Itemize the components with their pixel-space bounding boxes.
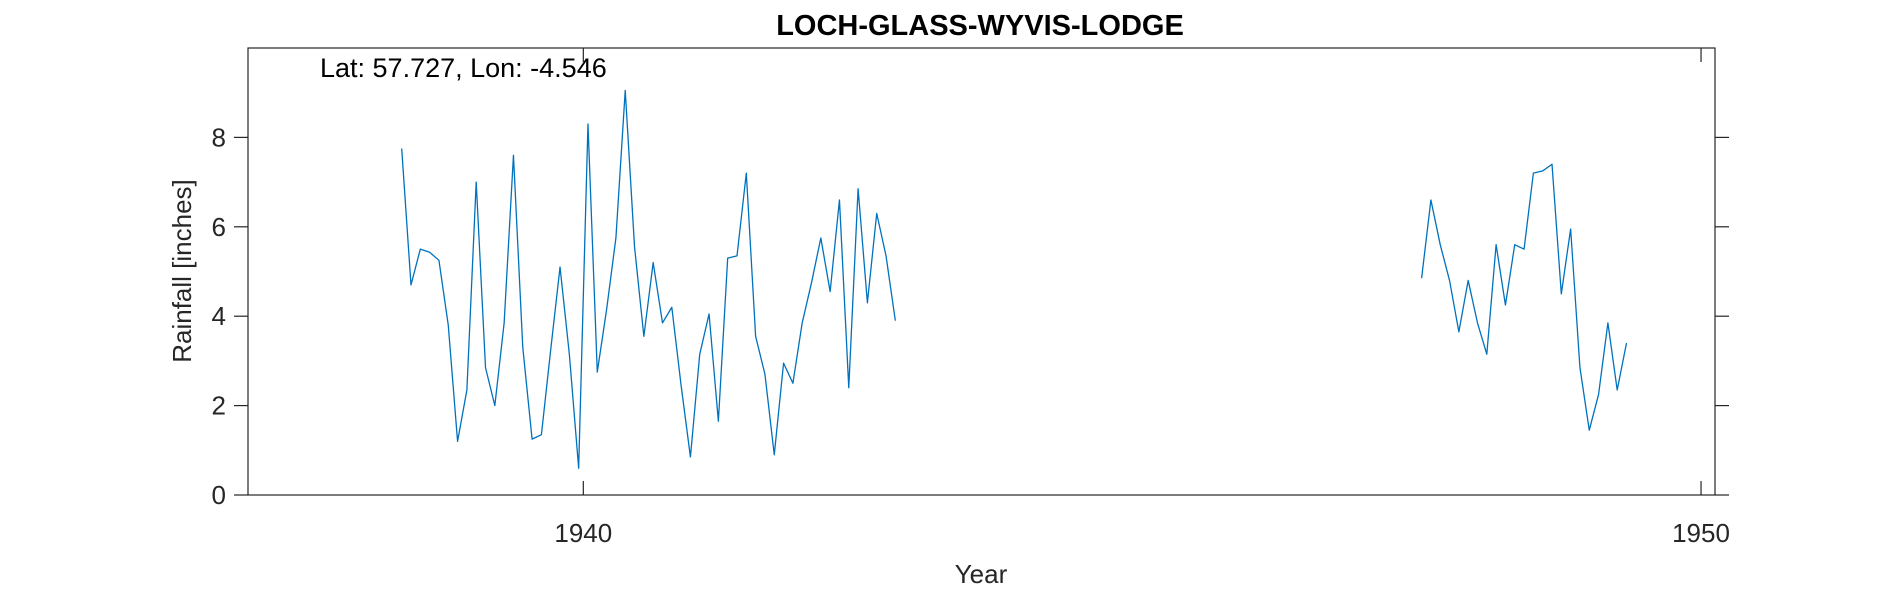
plot-area	[247, 47, 1716, 496]
chart-title: LOCH-GLASS-WYVIS-LODGE	[776, 10, 1184, 42]
series-group	[401, 89, 1628, 469]
rainfall-series-line	[1420, 163, 1628, 431]
y-tick-label: 8	[212, 122, 226, 152]
y-tick-label: 6	[212, 212, 226, 242]
y-axis-label: Rainfall [inches]	[167, 179, 197, 363]
y-tick-label: 4	[212, 301, 226, 331]
axis-ticks: 0 2 4 6 8 1940 1950	[212, 48, 1730, 548]
x-tick-label: 1950	[1672, 518, 1730, 548]
y-tick-label: 0	[212, 480, 226, 510]
rainfall-series-line	[401, 89, 896, 469]
station-coordinates-label: Lat: 57.727, Lon: -4.546	[320, 53, 607, 83]
x-tick-label: 1940	[554, 518, 612, 548]
y-tick-label: 2	[212, 391, 226, 421]
x-axis-label: Year	[955, 559, 1008, 589]
